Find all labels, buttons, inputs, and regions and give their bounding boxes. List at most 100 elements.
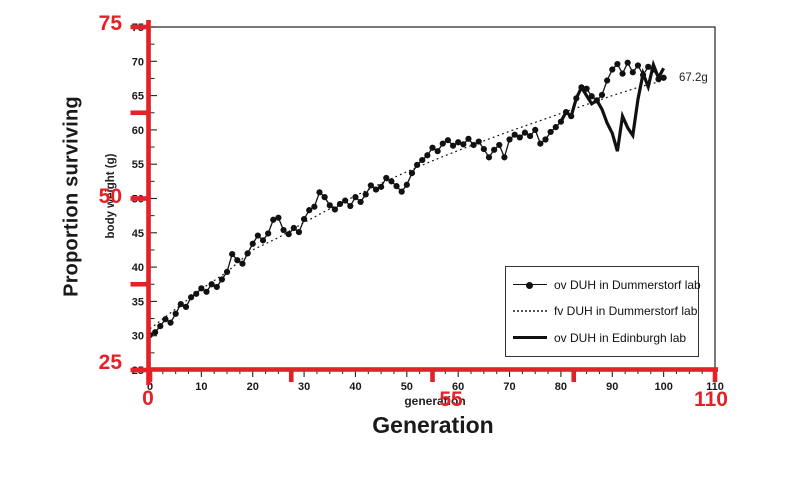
overlay-y-tick-label-25: 25 — [98, 351, 122, 374]
data-point-marker — [634, 62, 642, 69]
data-point-marker — [234, 257, 241, 264]
data-point-marker — [609, 66, 616, 73]
series-dotted — [149, 79, 664, 330]
data-point-marker — [470, 141, 477, 149]
overlay-y-tick — [130, 196, 148, 201]
data-point-marker — [177, 301, 184, 308]
legend-item-label: ov DUH in Edinburgh lab — [554, 330, 687, 345]
data-point-marker — [547, 128, 554, 136]
data-point-marker — [629, 69, 636, 76]
y-tick-label: 40 — [132, 262, 144, 274]
data-point-marker — [367, 182, 374, 189]
x-axis-title: generation — [404, 394, 466, 408]
overlay-y-tick — [130, 281, 148, 287]
overlay-x-tick — [147, 369, 153, 382]
data-point-marker — [362, 191, 369, 198]
overlay-y-tick-label-50: 50 — [98, 185, 122, 208]
data-point-marker — [383, 174, 390, 182]
data-point-marker — [444, 137, 452, 144]
series-thick — [559, 59, 666, 152]
x-tick-label: 40 — [349, 381, 361, 393]
x-tick-label: 100 — [654, 381, 672, 393]
y-tick-label: 30 — [132, 331, 144, 343]
y-tick-label: 35 — [132, 296, 144, 308]
data-point-marker — [295, 229, 303, 236]
x-axis-title-overlay: Generation — [372, 412, 494, 438]
data-point-marker — [598, 91, 606, 99]
data-point-marker — [619, 70, 626, 77]
data-point-marker — [280, 226, 287, 234]
legend-thick-line-icon — [513, 333, 547, 343]
data-point-marker — [182, 303, 190, 310]
y-tick-label: 55 — [132, 159, 144, 171]
data-point-marker — [152, 329, 159, 336]
data-point-marker — [167, 319, 174, 326]
data-point-marker — [162, 316, 169, 323]
data-point-marker — [285, 231, 292, 238]
legend-item: fv DUH in Dummerstorf lab — [513, 304, 698, 319]
data-point-marker — [347, 202, 354, 210]
data-point-marker — [449, 142, 457, 149]
overlay-x-tick-label-55: 55 — [439, 388, 463, 411]
data-point-marker — [265, 230, 272, 237]
data-point-marker — [275, 214, 282, 221]
legend-item-label: fv DUH in Dummerstorf lab — [554, 304, 698, 319]
data-point-marker — [239, 260, 246, 267]
endpoint-value-annotation: 67.2g — [679, 72, 708, 84]
data-point-marker — [336, 200, 344, 208]
overlay-y-tick — [130, 110, 148, 116]
data-point-marker — [588, 93, 595, 100]
legend-item: ov DUH in Dummerstorf lab — [513, 278, 701, 292]
x-tick-label: 80 — [555, 381, 567, 393]
data-point-marker — [398, 188, 405, 195]
data-point-marker — [157, 322, 164, 330]
data-point-marker — [532, 126, 539, 133]
y-tick-label: 60 — [132, 125, 144, 137]
data-point-marker — [614, 60, 621, 68]
data-point-marker — [218, 276, 226, 283]
data-point-marker — [249, 240, 256, 247]
data-point-marker — [511, 131, 518, 138]
x-tick-label: 70 — [503, 381, 515, 393]
x-tick-label: 30 — [298, 381, 310, 393]
data-point-marker — [521, 129, 529, 136]
data-point-marker — [485, 154, 493, 161]
overlay-x-tick-label-110: 110 — [694, 388, 728, 411]
data-point-marker — [326, 202, 333, 209]
x-tick-label: 90 — [606, 381, 618, 393]
data-point-marker — [552, 124, 559, 131]
data-point-marker — [198, 285, 205, 292]
x-tick-label: 0 — [147, 381, 153, 393]
data-point-marker — [604, 77, 611, 84]
data-point-marker — [331, 206, 339, 213]
legend-line-marker-icon — [513, 280, 547, 290]
data-point-marker — [645, 63, 652, 70]
data-point-marker — [388, 178, 395, 185]
data-point-marker — [475, 138, 482, 145]
data-point-marker — [311, 203, 318, 210]
overlay-y-tick-label-75: 75 — [98, 12, 122, 35]
overlay-x-tick — [571, 369, 577, 382]
data-point-marker — [172, 310, 179, 317]
data-point-marker — [203, 288, 210, 295]
overlay-y-tick — [130, 367, 148, 373]
data-point-marker — [480, 146, 487, 153]
data-point-marker — [465, 135, 472, 142]
legend-item: ov DUH in Edinburgh lab — [513, 331, 694, 345]
data-point-marker — [516, 134, 523, 141]
overlay-x-tick-label-0: 0 — [142, 387, 154, 410]
data-point-marker — [408, 170, 416, 177]
data-point-marker — [372, 186, 380, 193]
data-point-marker — [254, 232, 261, 239]
overlay-x-tick — [430, 369, 435, 382]
x-tick-label: 50 — [401, 381, 413, 393]
data-point-marker — [526, 132, 534, 140]
data-point-marker — [259, 237, 267, 244]
y-tick-label: 70 — [132, 56, 144, 68]
data-point-marker — [460, 141, 467, 148]
data-point-marker — [321, 194, 328, 201]
data-point-marker — [306, 207, 313, 214]
data-point-marker — [496, 141, 503, 149]
